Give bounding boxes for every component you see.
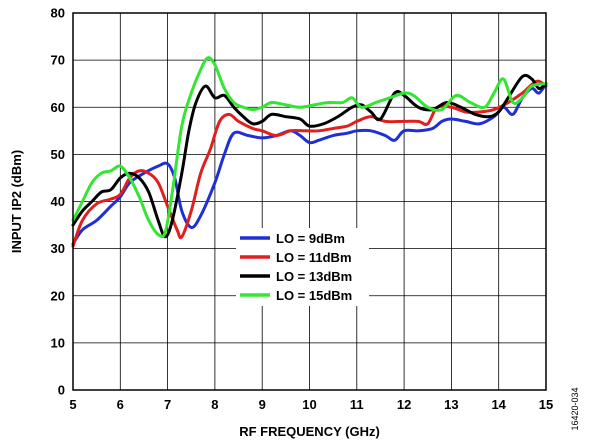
y-tick-label: 30 [51,241,65,256]
x-tick-label: 11 [350,397,364,412]
x-tick-label: 6 [117,397,124,412]
y-tick-label: 40 [51,194,65,209]
series-line-2 [71,73,548,239]
y-tick-label: 60 [51,100,65,115]
x-tick-label: 7 [164,397,171,412]
figure-id: 16420-034 [570,387,580,430]
legend-label-2: LO = 13dBm [276,269,352,284]
y-tick-label: 10 [51,335,65,350]
x-tick-label: 13 [444,397,458,412]
legend-box [236,228,369,306]
x-tick-labels: 5 6 7 8 9 10 11 12 13 14 15 [69,397,553,412]
plot-frame [72,12,547,391]
series-line-3 [71,56,548,239]
y-tick-labels: 0 10 20 30 40 50 60 70 80 [51,6,65,398]
legend-label-1: LO = 11dBm [276,250,352,265]
y-tick-label: 80 [51,6,65,21]
series-line-1 [71,79,548,248]
legend: LO = 9dBm LO = 11dBm LO = 13dBm LO = 15dBm [236,228,369,306]
y-tick-label: 20 [51,288,65,303]
series-line-0 [71,82,548,246]
x-axis-title: RF FREQUENCY (GHz) [239,424,380,439]
y-tick-label: 70 [51,53,65,68]
x-tick-label: 12 [397,397,411,412]
x-tick-label: 5 [69,397,76,412]
y-tick-label: 0 [58,383,65,398]
legend-label-0: LO = 9dBm [276,231,345,246]
x-tick-label: 10 [302,397,316,412]
grid [73,13,546,390]
y-tick-label: 50 [51,147,65,162]
x-tick-label: 8 [211,397,218,412]
x-tick-label: 15 [539,397,553,412]
legend-label-3: LO = 15dBm [276,288,352,303]
x-tick-label: 14 [491,397,506,412]
series-lines [71,56,548,248]
x-tick-label: 9 [259,397,266,412]
y-axis-title: INPUT IP2 (dBm) [9,150,24,253]
